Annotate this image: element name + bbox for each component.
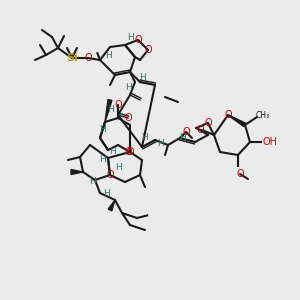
Text: O: O (124, 147, 132, 157)
Text: H: H (109, 148, 116, 157)
Text: H: H (127, 32, 134, 41)
Text: O: O (126, 147, 134, 157)
Text: OH: OH (262, 137, 278, 147)
Text: O: O (144, 45, 152, 55)
Text: H: H (124, 83, 131, 92)
Text: H: H (99, 155, 105, 164)
Text: O: O (124, 113, 132, 123)
Text: H: H (88, 178, 95, 187)
Text: CH₃: CH₃ (256, 110, 270, 119)
Text: O: O (204, 118, 212, 128)
Text: H: H (106, 106, 113, 115)
Text: O: O (114, 100, 122, 110)
Text: O: O (182, 127, 190, 137)
Polygon shape (71, 169, 83, 175)
Polygon shape (105, 100, 112, 122)
Text: H: H (140, 73, 146, 82)
Text: H: H (157, 140, 164, 148)
Polygon shape (108, 200, 115, 211)
Text: O: O (236, 169, 244, 179)
Text: H: H (178, 134, 185, 142)
Text: H: H (103, 188, 110, 197)
Text: Si: Si (66, 53, 78, 63)
Text: H: H (142, 134, 148, 142)
Text: O: O (134, 35, 142, 45)
Text: O: O (224, 110, 232, 120)
Text: H: H (105, 50, 111, 59)
Text: H: H (100, 125, 106, 134)
Text: O: O (84, 53, 92, 63)
Text: H: H (115, 164, 122, 172)
Polygon shape (228, 115, 246, 127)
Text: O: O (196, 125, 204, 135)
Text: O: O (106, 170, 114, 180)
